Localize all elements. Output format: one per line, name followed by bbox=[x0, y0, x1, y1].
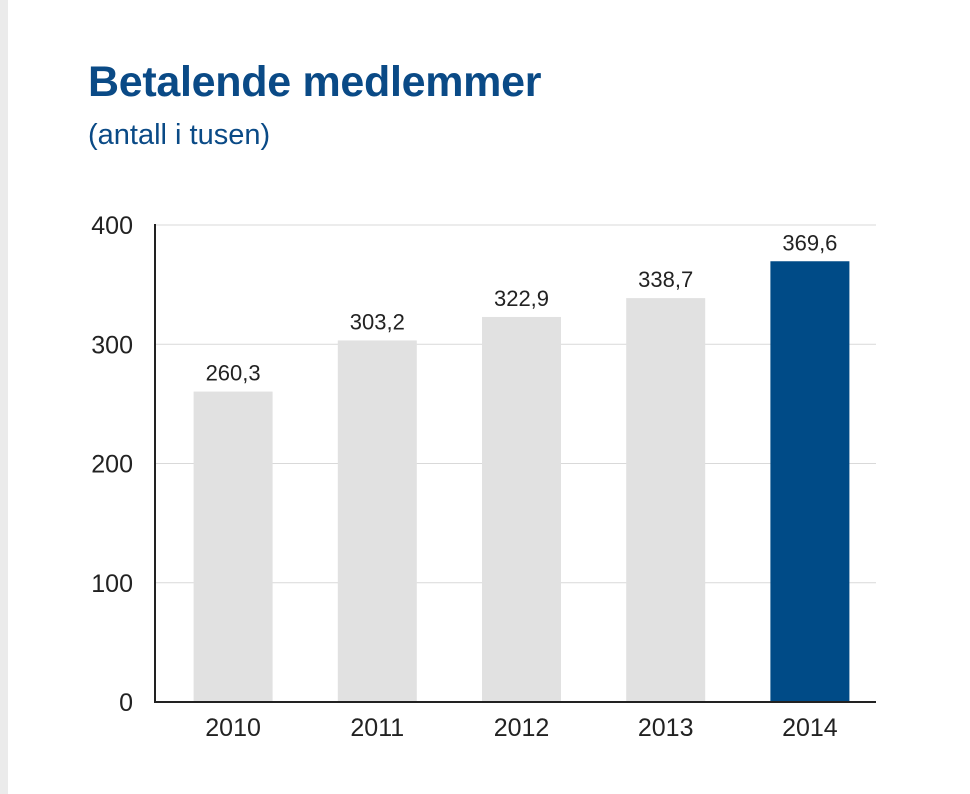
y-tick-label: 300 bbox=[91, 331, 133, 359]
value-label-2014: 369,6 bbox=[782, 230, 837, 255]
bars bbox=[193, 261, 850, 702]
x-tick-label-2014: 2014 bbox=[782, 714, 838, 742]
y-tick-label: 400 bbox=[91, 212, 133, 240]
value-labels: 260,3 303,2 322,9 338,7 369,6 bbox=[206, 230, 838, 385]
x-tick-label-2013: 2013 bbox=[638, 714, 694, 742]
chart-title: Betalende medlemmer bbox=[88, 58, 542, 106]
value-label-2011: 303,2 bbox=[350, 309, 405, 334]
bar-2011 bbox=[337, 340, 417, 702]
y-tick-label: 100 bbox=[91, 570, 133, 598]
x-tick-label-2011: 2011 bbox=[350, 714, 404, 742]
axes bbox=[154, 224, 876, 703]
x-tick-label-2012: 2012 bbox=[494, 714, 550, 742]
value-label-2010: 260,3 bbox=[206, 361, 261, 386]
bar-2010 bbox=[193, 391, 273, 702]
y-tick-labels: 0 100 200 300 400 bbox=[91, 212, 133, 717]
bar-2013 bbox=[626, 298, 706, 702]
x-tick-label-2010: 2010 bbox=[205, 714, 261, 742]
chart-subtitle: (antall i tusen) bbox=[88, 119, 271, 151]
y-tick-label: 0 bbox=[119, 689, 133, 717]
value-label-2012: 322,9 bbox=[494, 286, 549, 311]
y-tick-label: 200 bbox=[91, 451, 133, 479]
bar-2014 bbox=[770, 261, 850, 702]
value-label-2013: 338,7 bbox=[638, 267, 693, 292]
bar-2012 bbox=[482, 316, 561, 702]
x-tick-labels: 2010 2011 2012 2013 2014 bbox=[205, 714, 838, 742]
